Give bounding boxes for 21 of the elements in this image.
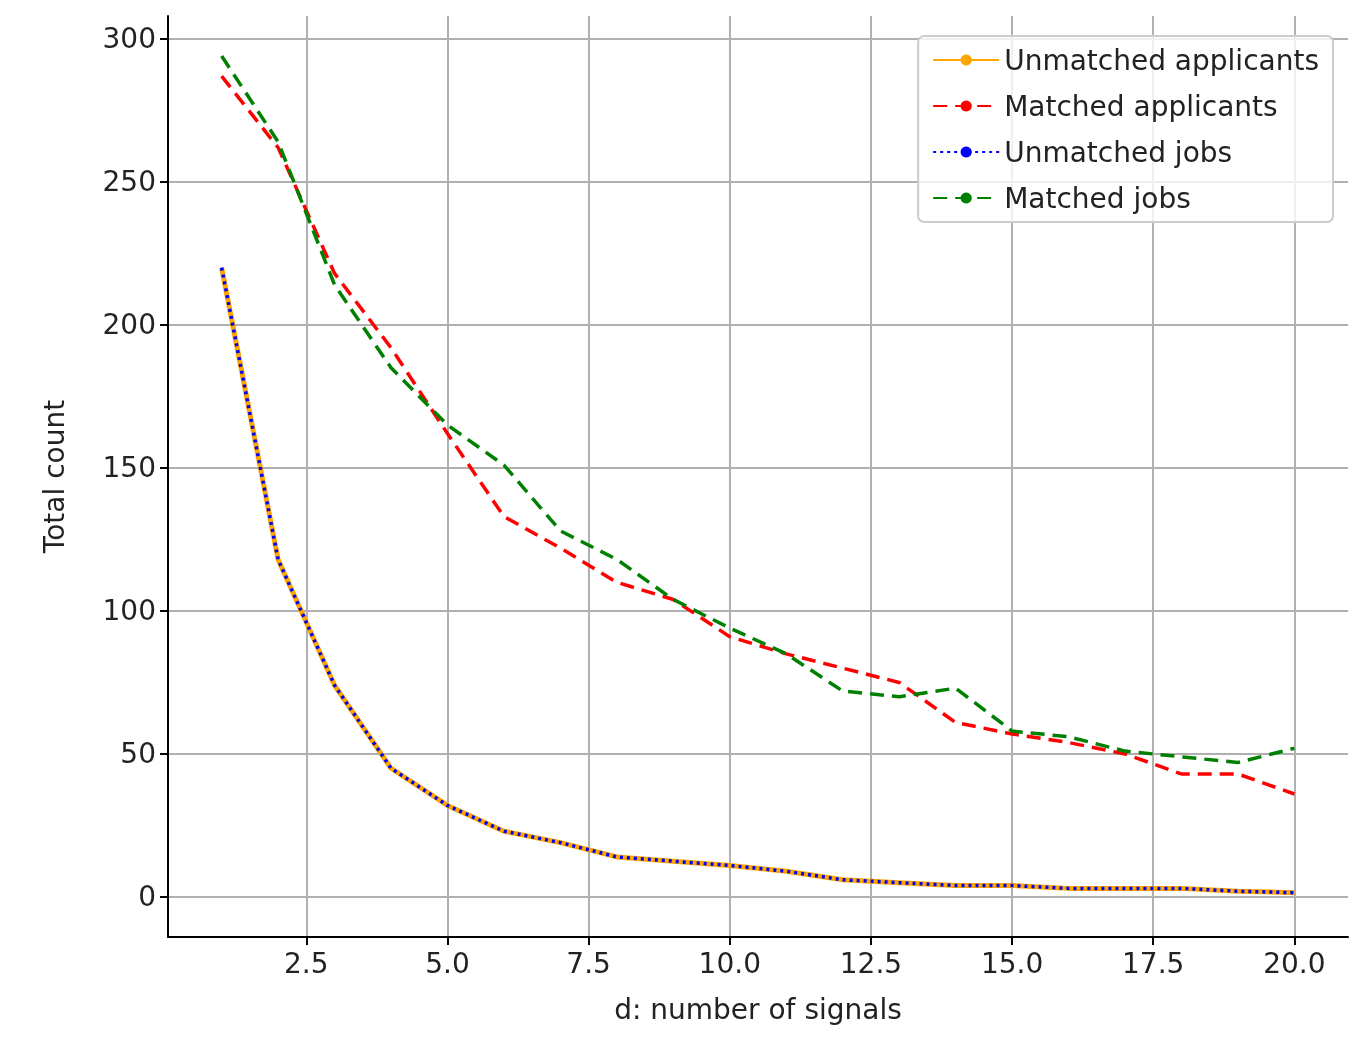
x-tick-label: 17.5 [1122,946,1185,980]
y-tick-label: 0 [138,880,156,914]
x-axis-title: d: number of signals [614,992,902,1026]
x-tick-label: 10.0 [698,946,761,980]
x-tick-label: 7.5 [566,946,611,980]
y-tick-label: 300 [102,22,156,56]
x-tick-label: 12.5 [839,946,903,980]
y-tick-label: 100 [102,594,156,628]
x-tick-label: 2.5 [284,946,329,980]
y-tick-label: 50 [120,737,156,771]
x-tick-label: 15.0 [980,946,1044,980]
x-tick-label: 20.0 [1263,946,1326,980]
x-tick-label: 5.0 [425,946,470,980]
legend-label: Matched jobs [1004,181,1191,215]
legend-label: Unmatched jobs [1004,135,1233,169]
legend-label: Matched applicants [1004,89,1278,123]
y-tick-label: 200 [102,308,156,342]
y-tick-label: 250 [102,165,156,199]
y-tick-label: 150 [102,451,156,485]
y-axis-title: Total count [37,399,71,555]
legend-label: Unmatched applicants [1004,43,1320,77]
